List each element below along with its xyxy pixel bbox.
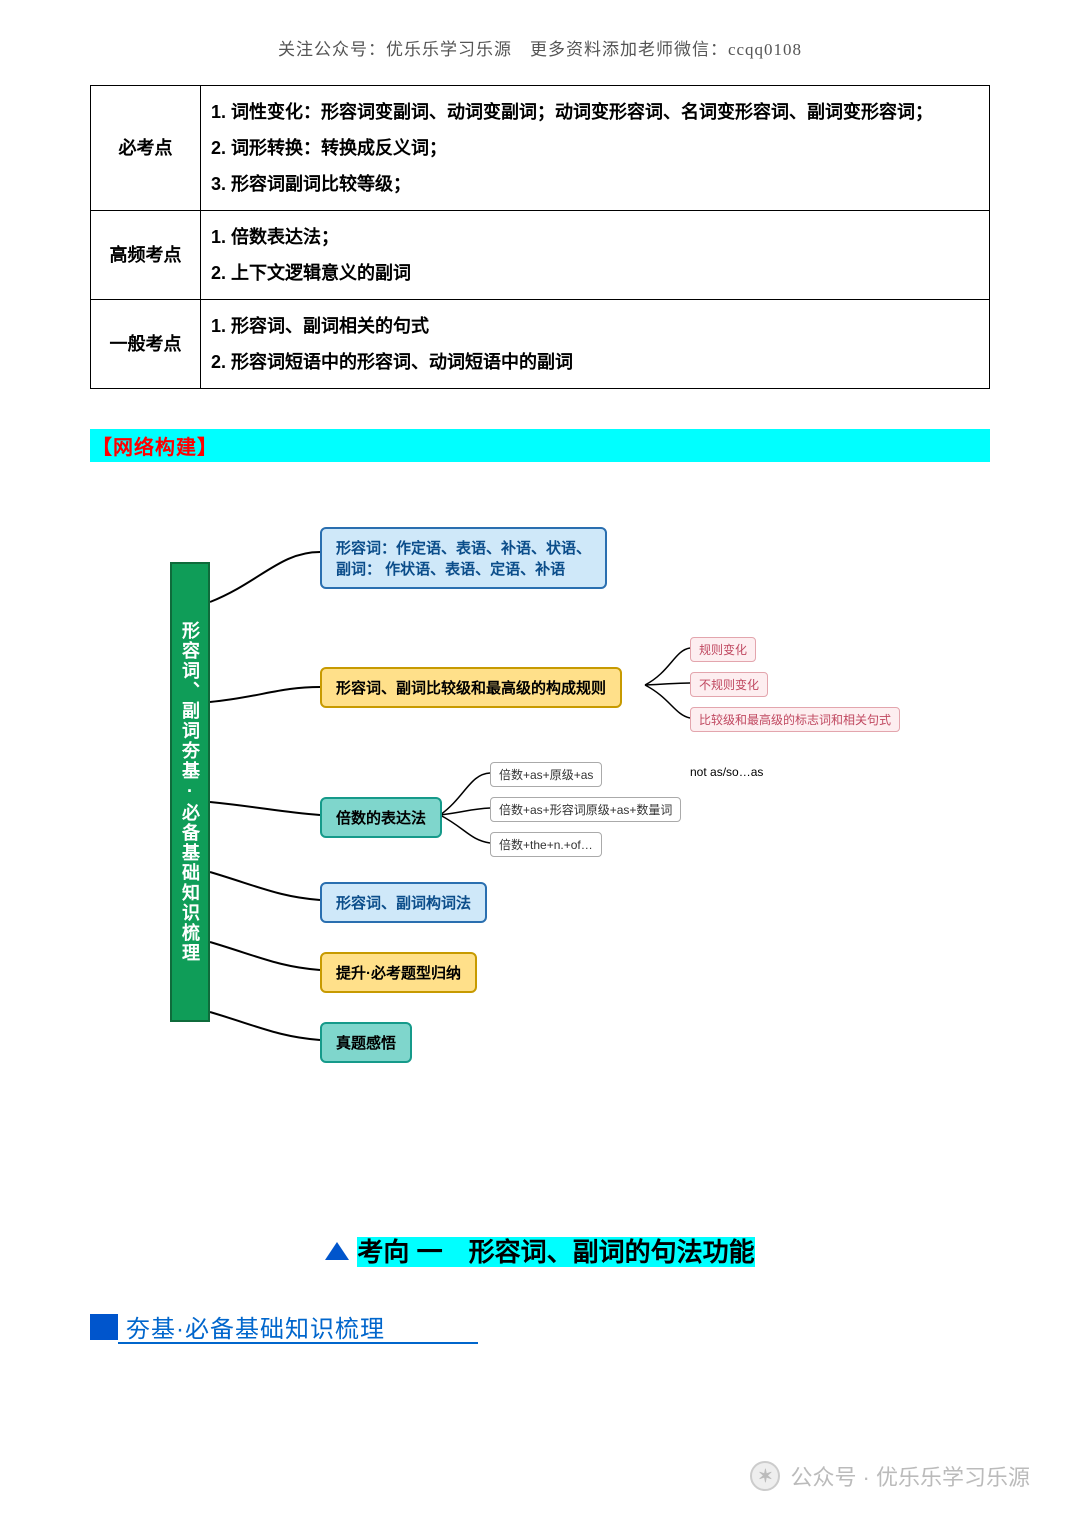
mindmap-node: 真题感悟 <box>320 1022 412 1063</box>
node-line: 倍数的表达法 <box>336 810 426 827</box>
node-line: 副词： 作状语、表语、定语、补语 <box>336 558 591 579</box>
table-row: 高频考点 1. 倍数表达法； 2. 上下文逻辑意义的副词 <box>91 211 990 300</box>
watermark: ✶ 公众号 · 优乐乐学习乐源 <box>750 1460 1030 1492</box>
mindmap-node: 倍数的表达法 <box>320 797 442 838</box>
row-line: 1. 倍数表达法； <box>211 219 979 255</box>
node-line: 提升·必考题型归纳 <box>336 965 461 982</box>
node-line: 形容词、副词比较级和最高级的构成规则 <box>336 680 606 697</box>
exam-points-table: 必考点 1. 词性变化：形容词变副词、动词变副词；动词变形容词、名词变形容词、副… <box>90 85 990 389</box>
watermark-text: 公众号 · 优乐乐学习乐源 <box>790 1460 1030 1492</box>
table-row: 必考点 1. 词性变化：形容词变副词、动词变副词；动词变形容词、名词变形容词、副… <box>91 86 990 211</box>
mindmap-node: 提升·必考题型归纳 <box>320 952 477 993</box>
row-line: 1. 词性变化：形容词变副词、动词变副词；动词变形容词、名词变形容词、副词变形容… <box>211 94 979 130</box>
section-bar: 【网络构建】 <box>90 429 990 462</box>
node-line: 形容词、副词构词法 <box>336 895 471 912</box>
node-line: 形容词：作定语、表语、补语、状语、 <box>336 537 591 558</box>
mindmap-node: 形容词：作定语、表语、补语、状语、 副词： 作状语、表语、定语、补语 <box>320 527 607 589</box>
mindmap-node: 形容词、副词构词法 <box>320 882 487 923</box>
mindmap-root: 形容词、副词夯基·必备基础知识梳理 <box>170 562 210 1022</box>
row-content: 1. 倍数表达法； 2. 上下文逻辑意义的副词 <box>201 211 990 300</box>
mindmap-subnode: 倍数+the+n.+of… <box>490 832 602 857</box>
page-header: 关注公众号：优乐乐学习乐源 更多资料添加老师微信：ccqq0108 <box>0 0 1080 85</box>
mindmap: 形容词、副词夯基·必备基础知识梳理 形容词：作定语、表语、补语、状语、 副词： … <box>130 522 990 1142</box>
mindmap-subnode: 不规则变化 <box>690 672 768 697</box>
table-row: 一般考点 1. 形容词、副词相关的句式 2. 形容词短语中的形容词、动词短语中的… <box>91 300 990 389</box>
sub-bar-text: 夯基·必备基础知识梳理 <box>126 1309 385 1344</box>
mindmap-subnode: 规则变化 <box>690 637 756 662</box>
heading-text: 考向 一 形容词、副词的句法功能 <box>357 1232 754 1269</box>
heading-pre: 考向 一 <box>357 1237 442 1267</box>
node-line: 真题感悟 <box>336 1035 396 1052</box>
row-line: 2. 上下文逻辑意义的副词 <box>211 255 979 291</box>
mindmap-subnode: 倍数+as+形容词原级+as+数量词 <box>490 797 681 822</box>
row-line: 3. 形容词副词比较等级； <box>211 166 979 202</box>
row-label: 高频考点 <box>91 211 201 300</box>
row-line: 2. 词形转换：转换成反义词； <box>211 130 979 166</box>
row-content: 1. 词性变化：形容词变副词、动词变副词；动词变形容词、名词变形容词、副词变形容… <box>201 86 990 211</box>
mindmap-subnode: 倍数+as+原级+as <box>490 762 602 787</box>
row-content: 1. 形容词、副词相关的句式 2. 形容词短语中的形容词、动词短语中的副词 <box>201 300 990 389</box>
sub-bar-block-icon <box>90 1314 118 1340</box>
mindmap-node: 形容词、副词比较级和最高级的构成规则 <box>320 667 622 708</box>
triangle-up-icon <box>325 1242 349 1260</box>
row-label: 一般考点 <box>91 300 201 389</box>
mindmap-subnode: 比较级和最高级的标志词和相关句式 <box>690 707 900 732</box>
row-line: 2. 形容词短语中的形容词、动词短语中的副词 <box>211 344 979 380</box>
row-line: 1. 形容词、副词相关的句式 <box>211 308 979 344</box>
heading-row: 考向 一 形容词、副词的句法功能 <box>90 1232 990 1269</box>
heading-main: 形容词、副词的句法功能 <box>443 1237 755 1267</box>
row-label: 必考点 <box>91 86 201 211</box>
sub-bar: 夯基·必备基础知识梳理 <box>90 1309 990 1344</box>
wechat-icon: ✶ <box>750 1461 780 1491</box>
mindmap-tinynode: not as/so…as <box>690 765 763 779</box>
